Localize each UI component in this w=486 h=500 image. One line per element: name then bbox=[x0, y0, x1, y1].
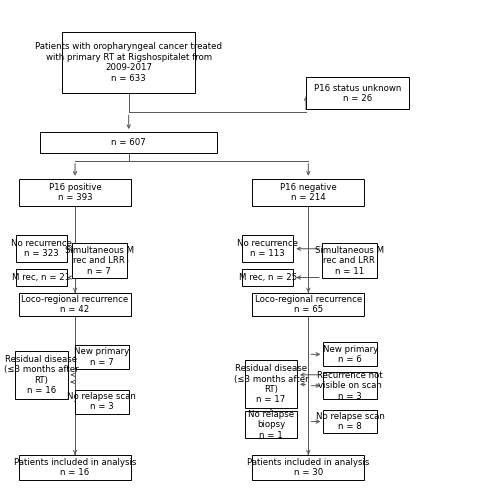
FancyBboxPatch shape bbox=[74, 390, 129, 413]
Text: No relapse
biopsy
n = 1: No relapse biopsy n = 1 bbox=[248, 410, 294, 440]
Text: Residual disease
(≤3 months after
RT)
n = 16: Residual disease (≤3 months after RT) n … bbox=[4, 354, 79, 395]
Text: Simultaneous M
rec and LRR
n = 11: Simultaneous M rec and LRR n = 11 bbox=[315, 246, 384, 276]
FancyBboxPatch shape bbox=[252, 292, 364, 316]
Text: Simultaneous M
rec and LRR
n = 7: Simultaneous M rec and LRR n = 7 bbox=[65, 246, 134, 276]
FancyBboxPatch shape bbox=[323, 410, 377, 434]
FancyBboxPatch shape bbox=[74, 345, 129, 368]
FancyBboxPatch shape bbox=[245, 411, 297, 438]
FancyBboxPatch shape bbox=[252, 455, 364, 480]
Text: New primary
n = 6: New primary n = 6 bbox=[323, 344, 378, 364]
FancyBboxPatch shape bbox=[16, 269, 67, 286]
Text: P16 negative
n = 214: P16 negative n = 214 bbox=[280, 182, 337, 202]
FancyBboxPatch shape bbox=[16, 235, 67, 262]
Text: Loco-regional recurrence
n = 42: Loco-regional recurrence n = 42 bbox=[21, 294, 129, 314]
FancyBboxPatch shape bbox=[245, 360, 297, 408]
FancyBboxPatch shape bbox=[19, 455, 131, 480]
Text: M rec, n = 21: M rec, n = 21 bbox=[12, 273, 70, 282]
Text: P16 positive
n = 393: P16 positive n = 393 bbox=[49, 182, 102, 202]
Text: Loco-regional recurrence
n = 65: Loco-regional recurrence n = 65 bbox=[255, 294, 362, 314]
FancyBboxPatch shape bbox=[306, 77, 409, 109]
Text: No recurrence
n = 323: No recurrence n = 323 bbox=[11, 239, 72, 258]
Text: Patients with oropharyngeal cancer treated
with primary RT at Rigshospitalet fro: Patients with oropharyngeal cancer treat… bbox=[35, 42, 222, 82]
FancyBboxPatch shape bbox=[252, 178, 364, 206]
Text: Residual disease
(≤3 months after
RT)
n = 17: Residual disease (≤3 months after RT) n … bbox=[234, 364, 308, 405]
Text: Recurrence not
visible on scan
n = 3: Recurrence not visible on scan n = 3 bbox=[317, 371, 383, 400]
FancyBboxPatch shape bbox=[322, 244, 377, 278]
Text: No recurrence
n = 113: No recurrence n = 113 bbox=[237, 239, 298, 258]
FancyBboxPatch shape bbox=[19, 178, 131, 206]
Text: New primary
n = 7: New primary n = 7 bbox=[74, 347, 129, 366]
FancyBboxPatch shape bbox=[16, 351, 68, 399]
Text: No relapse scan
n = 3: No relapse scan n = 3 bbox=[67, 392, 136, 411]
Text: No relapse scan
n = 8: No relapse scan n = 8 bbox=[316, 412, 385, 431]
Text: P16 status unknown
n = 26: P16 status unknown n = 26 bbox=[313, 84, 401, 103]
Text: Patients included in analysis
n = 30: Patients included in analysis n = 30 bbox=[247, 458, 369, 477]
FancyBboxPatch shape bbox=[40, 132, 217, 153]
FancyBboxPatch shape bbox=[242, 235, 294, 262]
Text: n = 607: n = 607 bbox=[111, 138, 146, 147]
FancyBboxPatch shape bbox=[323, 342, 377, 366]
FancyBboxPatch shape bbox=[323, 372, 377, 400]
FancyBboxPatch shape bbox=[242, 269, 294, 286]
FancyBboxPatch shape bbox=[72, 244, 127, 278]
Text: Patients included in analysis
n = 16: Patients included in analysis n = 16 bbox=[14, 458, 136, 477]
Text: M rec, n = 25: M rec, n = 25 bbox=[239, 273, 297, 282]
FancyBboxPatch shape bbox=[62, 32, 195, 93]
FancyBboxPatch shape bbox=[19, 292, 131, 316]
